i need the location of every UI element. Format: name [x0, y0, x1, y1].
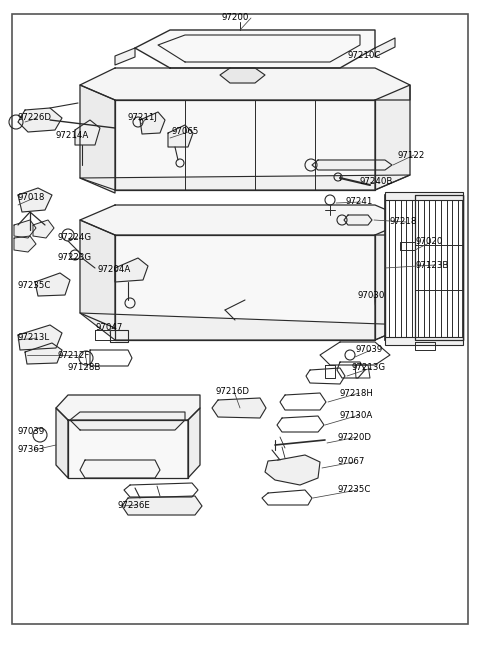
Polygon shape [115, 100, 375, 190]
Text: 97039: 97039 [355, 345, 382, 354]
Polygon shape [80, 460, 160, 478]
Text: 97020: 97020 [415, 238, 443, 246]
Polygon shape [33, 220, 54, 238]
Text: 97214A: 97214A [55, 130, 88, 140]
Text: 97213L: 97213L [18, 333, 50, 343]
Text: 97235C: 97235C [338, 485, 372, 495]
Text: 97018: 97018 [18, 193, 46, 202]
Polygon shape [375, 220, 410, 340]
Text: 97204A: 97204A [98, 265, 131, 274]
Text: 97235C: 97235C [18, 280, 51, 290]
Polygon shape [188, 408, 200, 478]
Text: 97218H: 97218H [340, 388, 374, 398]
Polygon shape [18, 108, 62, 132]
Text: 97223G: 97223G [58, 253, 92, 263]
Polygon shape [14, 236, 36, 252]
Polygon shape [115, 235, 375, 340]
Polygon shape [80, 175, 410, 190]
Polygon shape [25, 343, 62, 364]
Polygon shape [168, 125, 193, 147]
Bar [385, 195, 463, 340]
Polygon shape [70, 412, 185, 430]
Text: 97213G: 97213G [352, 364, 386, 373]
Polygon shape [35, 273, 70, 296]
Polygon shape [80, 85, 115, 193]
Polygon shape [415, 195, 463, 340]
Polygon shape [80, 313, 410, 340]
Polygon shape [115, 48, 135, 65]
Text: 97130A: 97130A [340, 411, 373, 419]
Text: 97210C: 97210C [348, 50, 382, 60]
Bar [385, 337, 463, 345]
Text: 97065: 97065 [172, 128, 199, 136]
Polygon shape [115, 258, 148, 282]
Text: 97047: 97047 [95, 324, 122, 333]
Text: 97216D: 97216D [215, 388, 249, 396]
Text: 97030: 97030 [358, 291, 385, 299]
Polygon shape [68, 420, 188, 478]
Polygon shape [18, 325, 62, 350]
Text: 97226D: 97226D [18, 113, 52, 122]
Polygon shape [312, 160, 392, 170]
Polygon shape [212, 398, 266, 418]
Text: 97218: 97218 [390, 217, 418, 227]
Text: 97128B: 97128B [68, 364, 101, 373]
Polygon shape [75, 120, 100, 145]
Text: 97236E: 97236E [118, 500, 151, 510]
Text: 97220D: 97220D [338, 432, 372, 441]
Polygon shape [135, 30, 375, 68]
Text: 97212F: 97212F [58, 350, 90, 360]
Text: 97224G: 97224G [58, 233, 92, 242]
Bar [385, 192, 463, 200]
Text: 97240B: 97240B [360, 178, 394, 187]
Polygon shape [140, 112, 165, 134]
Text: 97211J: 97211J [128, 113, 158, 122]
Polygon shape [18, 188, 52, 212]
Text: 97363: 97363 [18, 445, 46, 455]
Text: 97122: 97122 [398, 151, 425, 160]
Polygon shape [122, 496, 202, 515]
Text: 97123B: 97123B [415, 261, 448, 269]
Text: 97241: 97241 [345, 198, 372, 206]
Polygon shape [344, 215, 372, 225]
Text: 97067: 97067 [338, 457, 365, 466]
Polygon shape [80, 205, 410, 235]
Bar [110, 330, 128, 342]
Text: 97039: 97039 [18, 428, 45, 436]
Polygon shape [80, 68, 410, 100]
Polygon shape [220, 68, 265, 83]
Polygon shape [375, 85, 410, 190]
Polygon shape [56, 408, 68, 478]
Text: 97200: 97200 [221, 14, 249, 22]
Polygon shape [80, 220, 115, 328]
Polygon shape [56, 395, 200, 420]
Bar [385, 195, 463, 340]
Polygon shape [375, 38, 395, 57]
Polygon shape [265, 455, 320, 485]
Polygon shape [14, 220, 36, 238]
